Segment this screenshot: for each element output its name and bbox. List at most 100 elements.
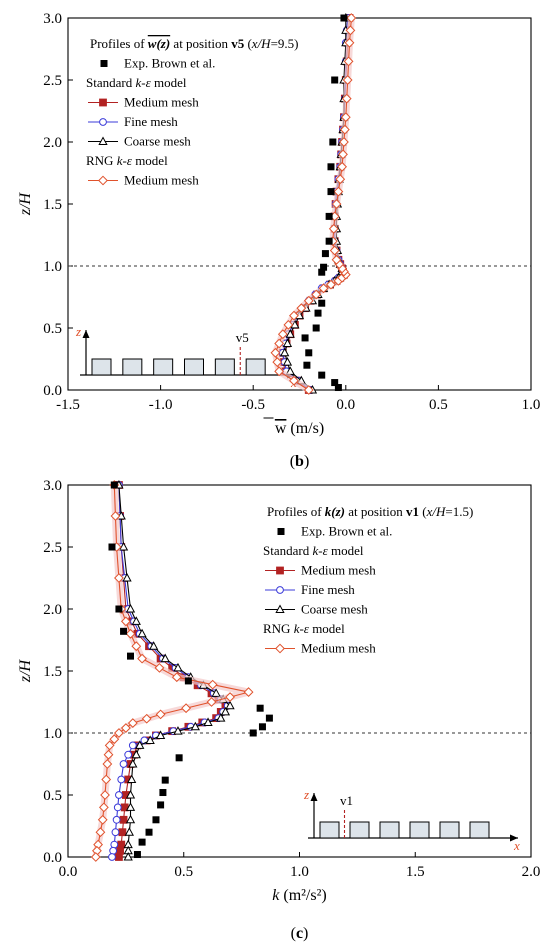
series-marker [345, 25, 356, 36]
series-marker [333, 186, 344, 197]
inset-building [91, 358, 112, 376]
experiment-point [138, 838, 146, 846]
y-axis-label: z/H [17, 191, 34, 216]
series-marker [110, 840, 119, 849]
series-marker [154, 662, 165, 673]
series-marker [339, 137, 349, 147]
legend-marker [99, 118, 107, 126]
series-marker [220, 706, 231, 716]
experiment-point [325, 212, 333, 220]
x-tick-label: 0.0 [336, 397, 355, 413]
x-tick-label: -1.5 [56, 397, 80, 413]
series-marker [98, 802, 109, 813]
experiment-point [303, 361, 311, 369]
series-marker [109, 846, 118, 855]
series-marker [282, 338, 293, 347]
series-marker [277, 329, 288, 340]
series-marker [341, 93, 352, 104]
panel-label: (c) [291, 925, 309, 942]
experiment-point [318, 299, 326, 307]
series-marker [104, 740, 115, 751]
series-marker [114, 573, 124, 583]
experiment-point [159, 789, 167, 797]
series-marker [190, 721, 200, 731]
experiment-point [340, 14, 348, 22]
series-marker [155, 730, 166, 739]
experiment-point [127, 652, 135, 660]
series-marker [97, 814, 108, 825]
legend-group-rng: RNG k-ε model [263, 621, 345, 636]
x-tick-label: 1.5 [406, 864, 425, 880]
experiment-point [325, 237, 333, 245]
experiment-point [256, 704, 264, 712]
legend-entry-label: Coarse mesh [301, 602, 368, 617]
y-tick-label: 0.0 [43, 850, 62, 866]
experiment-point [120, 627, 128, 635]
series-marker [124, 750, 133, 759]
series-marker [329, 245, 340, 256]
series-marker [131, 641, 142, 652]
inset-building [379, 821, 400, 839]
series-marker [328, 223, 339, 234]
experiment-point [312, 324, 320, 332]
legend-marker [99, 98, 107, 107]
inset-probe-label: v5 [236, 330, 249, 345]
y-tick-label: 3.0 [43, 11, 62, 27]
series-marker [343, 56, 354, 67]
inset-building [245, 358, 266, 376]
series-marker [340, 112, 351, 123]
legend-group-standard: Standard k-ε model [86, 75, 187, 90]
legend-marker [276, 586, 284, 594]
experiment-point [258, 723, 266, 731]
experiment-point [321, 250, 329, 258]
legend-marker [276, 566, 284, 575]
y-tick-label: 3.0 [43, 478, 62, 494]
plot-frame [67, 17, 532, 391]
inset-building [409, 821, 430, 839]
series-marker [120, 616, 131, 627]
plot-frame [67, 484, 532, 858]
series-marker [125, 802, 136, 811]
experiment-point [334, 384, 342, 392]
legend-entry-label: Fine mesh [301, 582, 355, 597]
series-marker [125, 814, 136, 824]
series-marker [303, 385, 314, 395]
legend-marker [98, 136, 108, 145]
series-marker [173, 726, 183, 735]
legend-experiment-label: Exp. Brown et al. [124, 56, 215, 71]
legend-entry-label: Medium mesh [124, 173, 199, 188]
y-tick-label: 0.5 [43, 788, 62, 804]
x-tick-label: 0.0 [59, 864, 78, 880]
y-tick-label: 0.5 [43, 321, 62, 337]
x-tick-label: 0.5 [429, 397, 448, 413]
series-marker [272, 357, 283, 368]
series-marker [137, 653, 147, 664]
series-marker [303, 295, 314, 306]
experiment-point [318, 268, 326, 276]
series-marker [331, 254, 342, 265]
series-marker [181, 703, 191, 714]
series-marker [318, 283, 329, 294]
series-marker [326, 279, 336, 290]
series-marker [117, 775, 126, 784]
series-marker [122, 572, 132, 582]
series-marker [225, 692, 235, 702]
series-marker [127, 718, 138, 728]
series-marker [344, 37, 355, 48]
x-axis-label: k (m²/s²) [272, 887, 326, 904]
legend-experiment-marker [100, 60, 108, 67]
legend-group-rng: RNG k-ε model [86, 153, 168, 168]
series-marker [155, 709, 166, 720]
series-marker [160, 653, 170, 663]
inset-building [122, 358, 143, 376]
experiment-point [327, 188, 335, 196]
inset-z-label: z [75, 324, 81, 339]
series-marker [118, 541, 129, 551]
experiment-point [314, 309, 322, 317]
inset-z-arrow [82, 330, 90, 338]
series-marker [120, 723, 131, 733]
x-tick-label: 1.0 [290, 864, 309, 880]
experiment-point [157, 801, 165, 809]
series-marker [203, 717, 213, 726]
x-axis-label: w (m/s) [275, 420, 324, 437]
